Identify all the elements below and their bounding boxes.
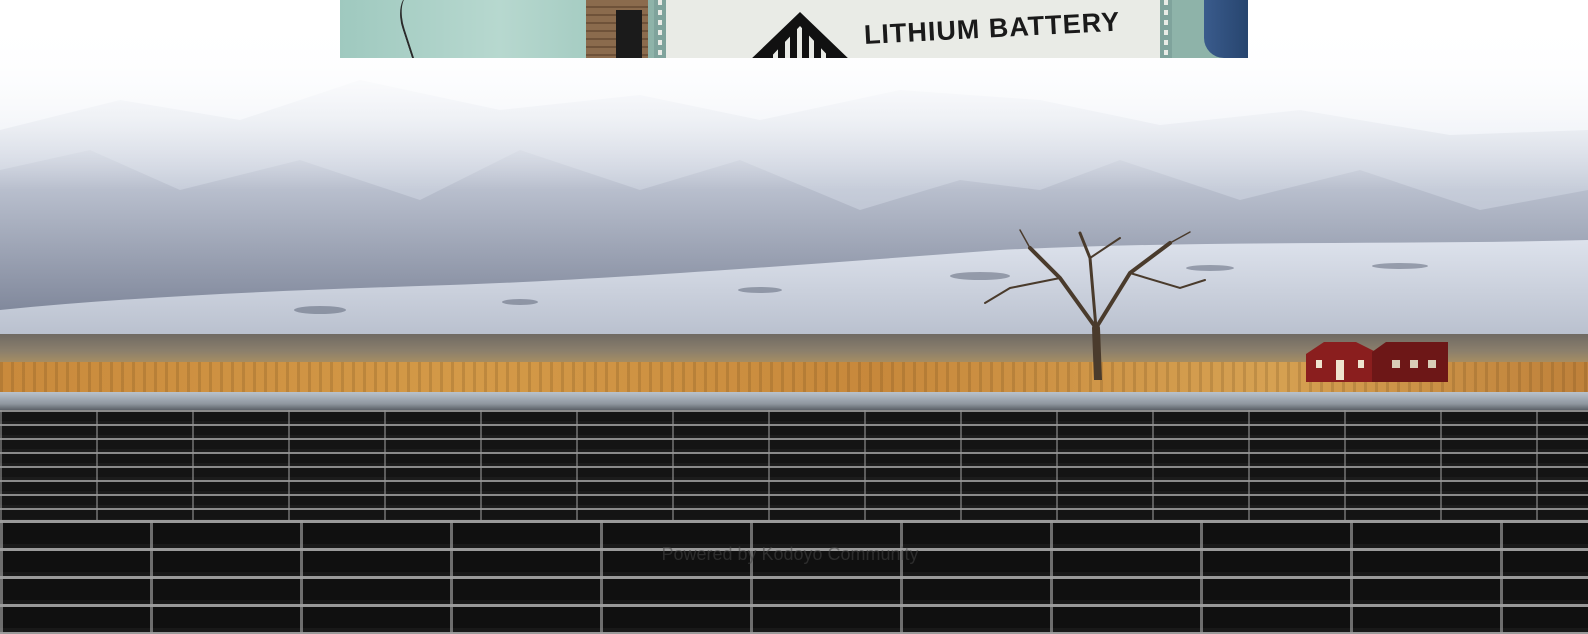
blue-glove bbox=[1204, 0, 1248, 58]
battery-label-text: LITHIUM BATTERY bbox=[863, 7, 1121, 51]
battery-photo: LITHIUM BATTERY bbox=[340, 0, 1248, 58]
photo-credit: Powered by Kodoyo Community bbox=[590, 544, 990, 565]
bare-tree bbox=[980, 228, 1210, 380]
wooden-crate bbox=[586, 0, 648, 58]
red-barn bbox=[1306, 338, 1448, 382]
battery-label-panel: LITHIUM BATTERY bbox=[654, 0, 1172, 58]
fence-line bbox=[0, 392, 1588, 412]
solar-panel-array-foreground bbox=[0, 520, 1588, 634]
cable bbox=[393, 0, 461, 58]
